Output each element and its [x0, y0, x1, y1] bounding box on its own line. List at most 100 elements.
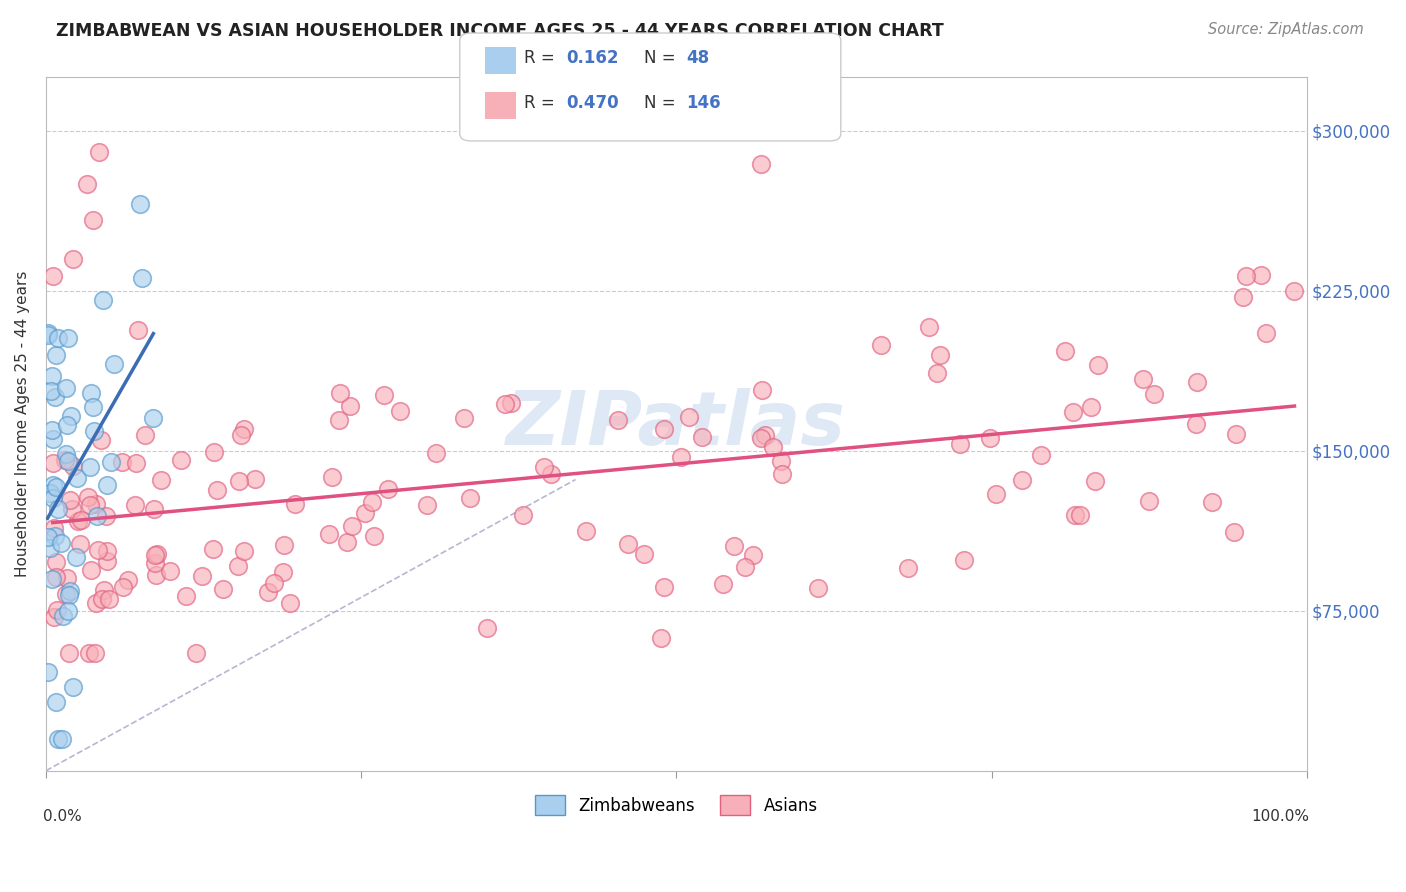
Point [45, 348, 67, 362]
Point [212, 582, 235, 596]
Point [79, 498, 101, 512]
Point [475, 621, 498, 635]
Point [127, 323, 149, 337]
Point [55, 447, 77, 461]
Point [416, 498, 439, 512]
Point [897, 561, 920, 575]
Point [150, 473, 173, 487]
Point [93, 583, 115, 598]
Point [918, 320, 941, 334]
Point [59, 583, 82, 598]
Point [83, 424, 105, 438]
Point [143, 502, 166, 516]
Point [91, 293, 114, 307]
Point [1250, 268, 1272, 282]
Point [377, 483, 399, 497]
Point [124, 499, 146, 513]
Point [617, 537, 640, 551]
Point [201, 541, 224, 556]
Point [652, 580, 675, 594]
Point [44, 521, 66, 535]
Point [84, 497, 107, 511]
Point [56, 570, 79, 584]
Point [1069, 508, 1091, 522]
Point [86, 596, 108, 610]
Point [103, 357, 125, 371]
Point [540, 467, 562, 481]
Y-axis label: Householder Income Ages 25 - 44 years: Householder Income Ages 25 - 44 years [15, 271, 30, 577]
Point [512, 508, 534, 522]
Point [1223, 524, 1246, 539]
Text: ZIPatlas: ZIPatlas [506, 387, 846, 460]
Point [45, 603, 67, 617]
Point [1284, 284, 1306, 298]
Point [170, 453, 193, 467]
Point [389, 403, 412, 417]
Point [1232, 290, 1254, 304]
Point [46, 501, 69, 516]
Point [77, 490, 100, 504]
Point [58, 604, 80, 618]
Point [353, 506, 375, 520]
Point [66, 515, 89, 529]
Point [713, 577, 735, 591]
Point [44, 529, 66, 543]
Point [46, 331, 69, 345]
Point [87, 145, 110, 160]
Point [53, 453, 76, 467]
Point [55, 381, 77, 395]
Point [77, 646, 100, 660]
Point [770, 467, 793, 482]
Point [202, 445, 225, 459]
Text: R =: R = [524, 94, 561, 112]
Point [606, 413, 628, 427]
Point [749, 156, 772, 170]
Point [742, 548, 765, 562]
Point [159, 565, 181, 579]
Point [650, 632, 672, 646]
Point [1185, 417, 1208, 431]
Point [229, 428, 252, 442]
Point [458, 491, 481, 506]
Point [1011, 473, 1033, 487]
Point [111, 455, 134, 469]
Point [42, 432, 65, 446]
Point [37, 665, 59, 679]
Point [1137, 494, 1160, 508]
Point [1254, 326, 1277, 340]
Point [58, 588, 80, 602]
Point [1185, 375, 1208, 389]
Point [128, 196, 150, 211]
Point [271, 566, 294, 580]
Point [90, 591, 112, 606]
Point [243, 472, 266, 486]
Point [41, 369, 63, 384]
Point [342, 519, 364, 533]
Point [62, 459, 84, 474]
Point [37, 327, 59, 342]
Point [273, 538, 295, 552]
Point [87, 543, 110, 558]
Point [633, 547, 655, 561]
Point [49, 536, 72, 550]
Legend: Zimbabweans, Asians: Zimbabweans, Asians [529, 789, 824, 822]
Text: 146: 146 [686, 94, 721, 112]
Point [652, 422, 675, 436]
Point [37, 326, 59, 341]
Point [44, 391, 66, 405]
Point [45, 480, 67, 494]
Point [360, 495, 382, 509]
Point [328, 413, 350, 427]
Point [453, 410, 475, 425]
Point [86, 508, 108, 523]
Point [69, 537, 91, 551]
Point [723, 540, 745, 554]
Point [56, 454, 79, 468]
Point [494, 397, 516, 411]
Point [807, 581, 830, 595]
Text: 0.470: 0.470 [567, 94, 619, 112]
Point [45, 695, 67, 709]
Point [690, 430, 713, 444]
Point [80, 385, 103, 400]
Point [1087, 359, 1109, 373]
